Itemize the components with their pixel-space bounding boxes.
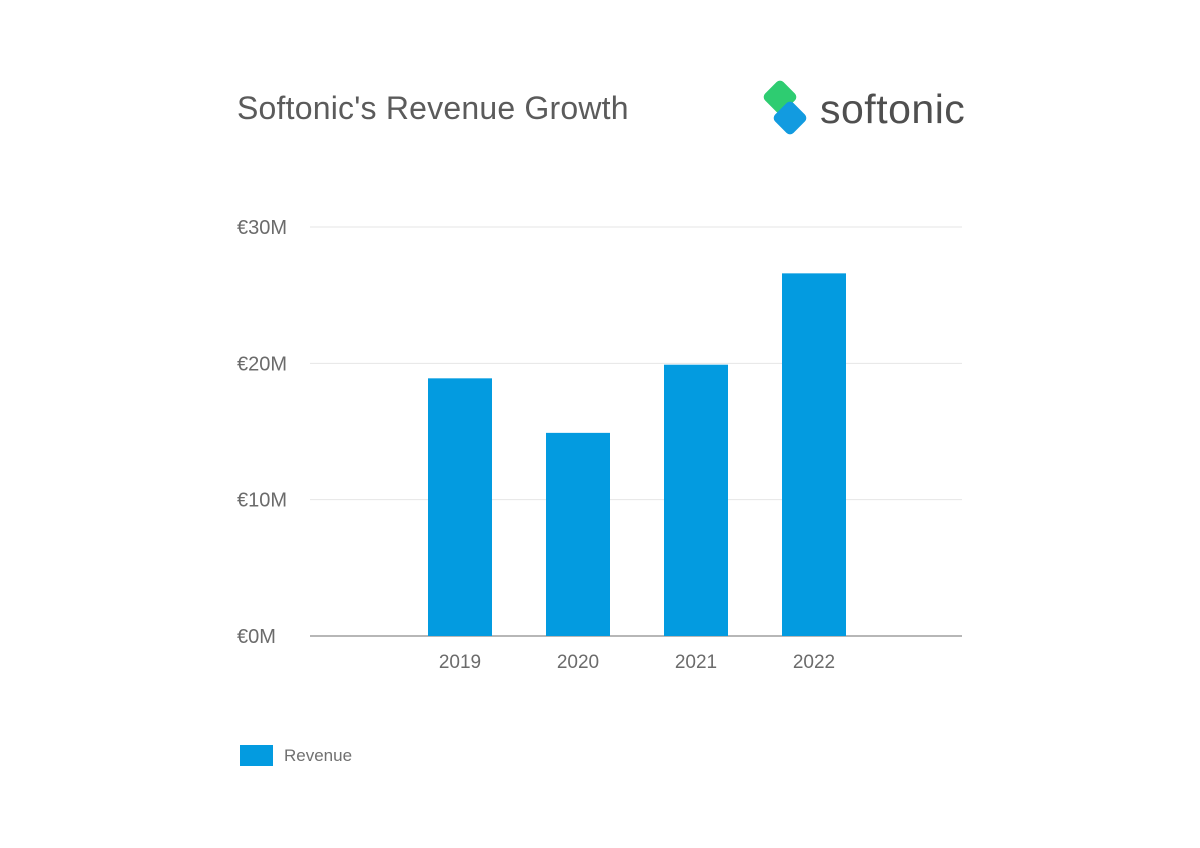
legend: Revenue — [240, 745, 352, 766]
brand-name: softonic — [820, 85, 966, 132]
chart-title: Softonic's Revenue Growth — [237, 90, 629, 126]
x-tick-label: 2021 — [675, 652, 717, 673]
x-tick-label: 2020 — [557, 652, 599, 673]
logo-blue-tile — [773, 101, 807, 135]
x-tick-label: 2019 — [439, 652, 481, 673]
y-tick-label: €0M — [237, 626, 276, 648]
bar-2019 — [428, 378, 492, 636]
softonic-logo-icon — [763, 80, 807, 135]
brand-logo: softonic — [760, 78, 965, 140]
bar-2022 — [782, 273, 846, 636]
legend-label-revenue: Revenue — [284, 745, 353, 765]
legend-swatch-revenue — [240, 745, 273, 766]
y-tick-label: €20M — [237, 353, 287, 375]
y-tick-label: €30M — [237, 217, 287, 239]
bar-2020 — [546, 432, 610, 636]
x-tick-label: 2022 — [793, 652, 835, 673]
y-tick-label: €10M — [237, 490, 287, 512]
bar-2021 — [664, 364, 728, 636]
